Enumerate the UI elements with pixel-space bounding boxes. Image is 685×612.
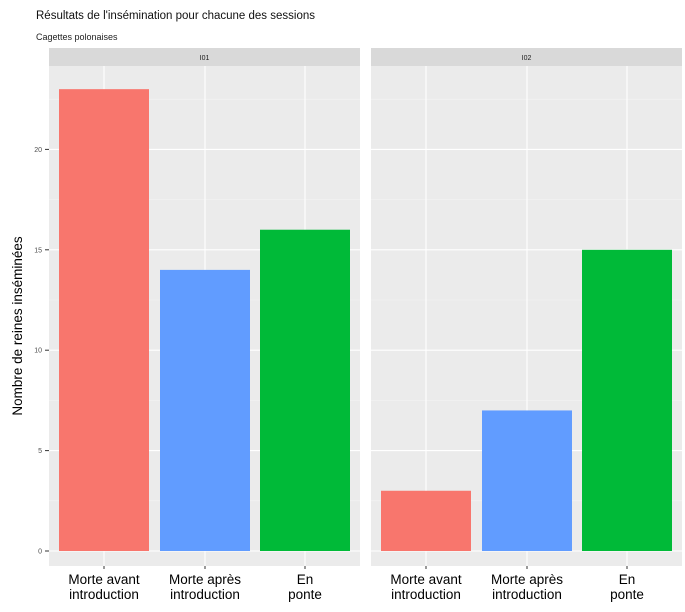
- chart-title: Résultats de l'insémination pour chacune…: [36, 10, 315, 22]
- x-tick-label: En ponte: [288, 572, 322, 602]
- x-tick-label: Morte après introduction: [491, 572, 563, 602]
- y-tick-label: 10: [34, 348, 42, 355]
- y-tick-label: 0: [38, 549, 42, 556]
- y-axis-title: Nombre de reines inséminées: [10, 236, 25, 416]
- bar: [59, 89, 149, 551]
- y-tick-label: 5: [38, 448, 42, 455]
- facet-strip: [371, 48, 682, 66]
- facet-strip: [49, 48, 360, 66]
- bar: [381, 490, 471, 551]
- bar: [582, 249, 672, 552]
- bar: [160, 269, 250, 551]
- y-tick-label: 20: [34, 147, 42, 154]
- chart-subtitle: Cagettes polonaises: [36, 32, 118, 42]
- facet-label: I01: [200, 55, 210, 62]
- x-tick-label: Morte avant introduction: [390, 572, 462, 602]
- x-tick-label: Morte avant introduction: [68, 572, 140, 602]
- bar: [482, 410, 572, 551]
- bar: [260, 229, 350, 551]
- y-tick-label: 15: [34, 247, 42, 254]
- x-tick-label: En ponte: [610, 572, 644, 602]
- facet-label: I02: [522, 55, 532, 62]
- x-tick-label: Morte après introduction: [169, 572, 241, 602]
